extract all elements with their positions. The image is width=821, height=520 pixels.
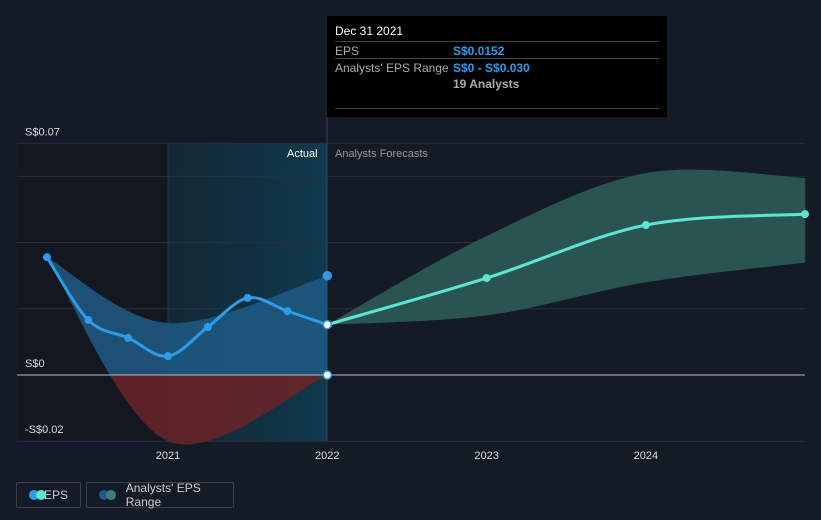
- range-marker: [322, 270, 333, 281]
- actual-range-band: [46, 257, 328, 375]
- tooltip-analysts: 19 Analysts: [453, 77, 520, 91]
- x-tick-label: 2023: [474, 450, 498, 462]
- eps-actual-point: [84, 316, 93, 325]
- tooltip: Dec 31 2021 EPS S$0.0152 Analysts' EPS Ra…: [327, 16, 667, 117]
- tooltip-date: Dec 31 2021: [335, 24, 404, 38]
- actual-range-band-negative: [110, 375, 328, 445]
- x-tick-label: 2021: [156, 450, 180, 462]
- eps-legend-icon: [29, 490, 46, 500]
- eps-forecast-point: [482, 274, 491, 283]
- y-tick-label: S$0: [25, 358, 45, 370]
- eps-actual-point: [283, 307, 292, 316]
- tooltip-eps-label: EPS: [335, 44, 360, 58]
- eps-forecast-point: [801, 210, 809, 219]
- forecast-range-band: [327, 169, 806, 325]
- eps-forecast-line: [326, 212, 806, 327]
- eps-actual-point: [124, 333, 133, 342]
- y-tick-label: S$0.07: [25, 126, 60, 138]
- actual-label: Actual: [287, 148, 318, 160]
- legend-eps[interactable]: EPS: [16, 482, 81, 508]
- eps-forecast-point: [641, 221, 650, 230]
- eps-forecast-point: [322, 319, 333, 330]
- eps-actual-point: [243, 293, 252, 302]
- range-marker: [322, 370, 333, 380]
- x-tick-label: 2022: [315, 450, 339, 462]
- eps-actual-point: [164, 352, 172, 361]
- eps-actual-point: [42, 253, 51, 262]
- tooltip-range-value: S$0 - S$0.030: [453, 61, 530, 75]
- forecast-label: Analysts Forecasts: [335, 148, 428, 160]
- tooltip-range-label: Analysts' EPS Range: [335, 61, 449, 75]
- y-tick-label: -S$0.02: [25, 424, 64, 436]
- legend-range[interactable]: Analysts' EPS Range: [86, 481, 234, 509]
- tooltip-eps-value: S$0.0152: [453, 44, 505, 58]
- legend-range-label: Analysts' EPS Range: [125, 481, 201, 509]
- x-tick-label: 2024: [634, 450, 658, 462]
- eps-actual-point: [203, 323, 212, 332]
- range-legend-icon: [99, 490, 116, 500]
- legend-eps-label: EPS: [43, 488, 68, 502]
